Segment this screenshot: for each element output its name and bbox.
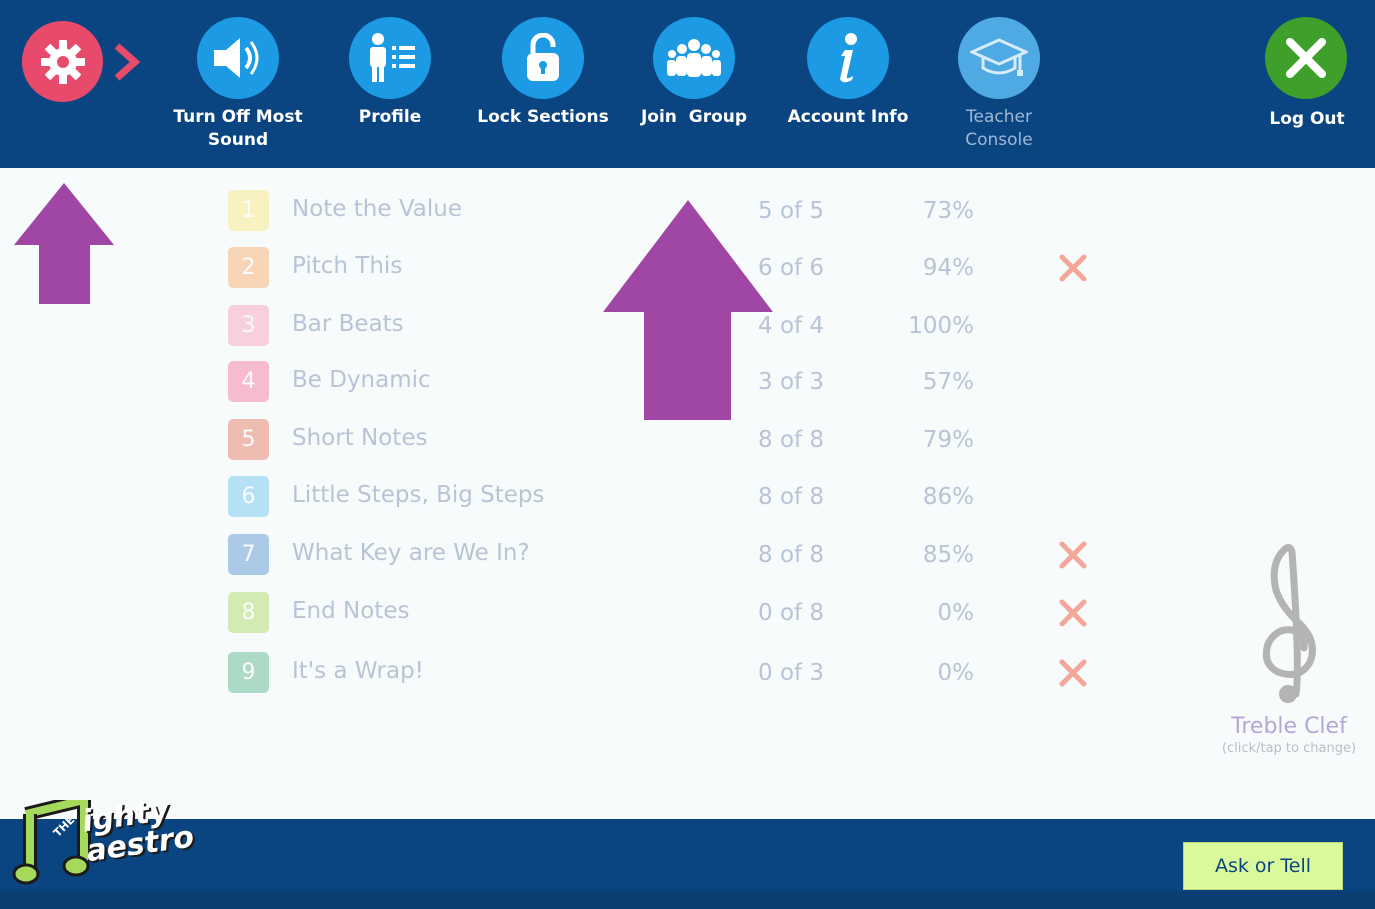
failed-x-icon <box>1059 254 1087 282</box>
section-number: 8 <box>228 592 269 633</box>
teacher-console-button[interactable]: Teacher Console <box>919 17 1079 152</box>
section-count: 3 of 3 <box>758 369 825 395</box>
section-score: 100% <box>908 313 974 339</box>
section-title[interactable]: Short Notes <box>292 425 428 451</box>
section-count: 5 of 5 <box>758 198 825 224</box>
section-count: 8 of 8 <box>758 542 825 568</box>
profile-button[interactable]: Profile <box>310 17 470 129</box>
section-row[interactable]: 3 Bar Beats 4 of 4 100% <box>228 305 1128 347</box>
settings-button[interactable] <box>22 21 103 102</box>
section-score: 79% <box>922 427 974 453</box>
speaker-icon <box>214 38 259 78</box>
section-number: 6 <box>228 476 269 517</box>
section-row[interactable]: 4 Be Dynamic 3 of 3 57% <box>228 361 1128 403</box>
account-info-button[interactable]: Account Info <box>768 17 928 129</box>
log-out-label: Log Out <box>1269 109 1345 129</box>
section-row[interactable]: 5 Short Notes 8 of 8 79% <box>228 419 1128 461</box>
gear-icon <box>40 39 85 84</box>
section-title[interactable]: End Notes <box>292 598 410 624</box>
graduation-cap-icon <box>970 38 1028 76</box>
lock-sections-button[interactable]: Lock Sections <box>463 17 623 129</box>
section-title[interactable]: It's a Wrap! <box>292 658 424 684</box>
section-score: 57% <box>922 369 974 395</box>
arrow-up-icon <box>14 183 114 304</box>
bottom-bar <box>0 819 1375 909</box>
section-number: 2 <box>228 247 269 288</box>
section-row[interactable]: 6 Little Steps, Big Steps 8 of 8 86% <box>228 476 1128 518</box>
logo-text: ighty aestro <box>80 793 196 869</box>
failed-x-icon <box>1059 659 1087 687</box>
music-note-icon <box>12 800 91 885</box>
account-info-label: Account Info <box>787 107 909 127</box>
profile-label: Profile <box>358 107 422 127</box>
chevron-right-icon[interactable] <box>111 42 141 82</box>
arrow-up-icon <box>603 200 773 420</box>
section-number: 4 <box>228 361 269 402</box>
failed-x-icon <box>1059 599 1087 627</box>
section-count: 6 of 6 <box>758 255 825 281</box>
join-group-label: Join Group <box>640 107 748 127</box>
section-row[interactable]: 2 Pitch This 6 of 6 94% <box>228 247 1128 289</box>
section-row[interactable]: 9 It's a Wrap! 0 of 3 0% <box>228 652 1128 694</box>
section-number: 7 <box>228 534 269 575</box>
failed-x-icon <box>1059 541 1087 569</box>
section-score: 86% <box>922 484 974 510</box>
unlock-icon <box>527 33 559 81</box>
section-number: 3 <box>228 305 269 346</box>
section-count: 0 of 8 <box>758 600 825 626</box>
turn-off-sound-button[interactable]: Turn Off Most Sound <box>158 17 318 152</box>
teacher-label-line2: Console <box>965 130 1033 150</box>
lock-sections-label: Lock Sections <box>477 107 609 127</box>
section-number: 1 <box>228 190 269 231</box>
section-score: 0% <box>937 600 975 626</box>
section-title[interactable]: Pitch This <box>292 253 403 279</box>
section-row[interactable]: 1 Note the Value 5 of 5 73% <box>228 190 1128 232</box>
section-number: 9 <box>228 652 269 693</box>
section-title[interactable]: Note the Value <box>292 196 462 222</box>
sound-label-line2: Sound <box>207 130 269 150</box>
section-count: 4 of 4 <box>758 313 825 339</box>
section-row[interactable]: 7 What Key are We In? 8 of 8 85% <box>228 534 1128 576</box>
section-count: 8 of 8 <box>758 427 825 453</box>
info-icon <box>840 33 857 83</box>
section-title[interactable]: Be Dynamic <box>292 367 431 393</box>
join-group-button[interactable]: Join Group <box>614 17 774 129</box>
section-count: 8 of 8 <box>758 484 825 510</box>
clef-name: Treble Clef <box>1231 714 1347 739</box>
group-icon <box>667 39 721 77</box>
profile-icon <box>370 33 415 82</box>
section-number: 5 <box>228 419 269 460</box>
ask-or-tell-button[interactable]: Ask or Tell <box>1183 842 1343 890</box>
close-icon <box>1286 38 1326 78</box>
section-row[interactable]: 8 End Notes 0 of 8 0% <box>228 592 1128 634</box>
section-title[interactable]: Little Steps, Big Steps <box>292 482 545 508</box>
top-toolbar: Turn Off Most Sound Profile Lock <box>0 0 1375 168</box>
section-score: 0% <box>937 660 975 686</box>
sound-label-line1: Turn Off Most <box>173 107 303 127</box>
treble-clef-icon <box>1262 544 1316 703</box>
section-title[interactable]: What Key are We In? <box>292 540 530 566</box>
section-score: 73% <box>922 198 974 224</box>
section-score: 85% <box>922 542 974 568</box>
teacher-label-line1: Teacher <box>966 107 1032 127</box>
section-score: 94% <box>922 255 974 281</box>
section-count: 0 of 3 <box>758 660 825 686</box>
clef-hint: (click/tap to change) <box>1221 741 1357 756</box>
section-title[interactable]: Bar Beats <box>292 311 404 337</box>
log-out-button[interactable]: Log Out <box>1265 17 1349 129</box>
